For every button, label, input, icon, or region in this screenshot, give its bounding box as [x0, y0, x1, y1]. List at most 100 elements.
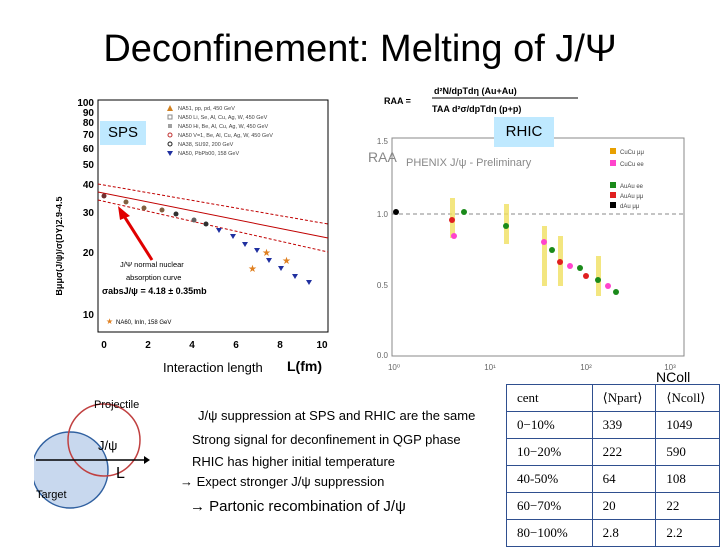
table-cell: 0−10%	[506, 411, 593, 439]
sps-y-axis-label: Bμμσ(J/ψ)/σ(DY)2.9-4.5	[56, 196, 64, 295]
sps-legend-entry: NA50, PbPb00, 158 GeV	[178, 151, 239, 157]
sps-x-tick: 4	[189, 340, 195, 351]
sps-legend-entry: NA50 Hi, Be, Al, Cu, Ag, W, 450 GeV	[178, 124, 269, 130]
table-cell: 40-50%	[506, 465, 593, 493]
sps-data-points: ★ ★ ★	[101, 193, 312, 285]
sps-annotation: J/Ψ normal nuclear	[120, 260, 184, 269]
sps-x-tick: 0	[101, 340, 107, 351]
table-header: ⟨Ncoll⟩	[655, 384, 720, 412]
table-header: ⟨Npart⟩	[591, 384, 657, 412]
rhic-y-tick: 1.0	[377, 210, 389, 219]
svg-text:★: ★	[248, 264, 257, 275]
svg-text:★: ★	[262, 248, 271, 259]
sps-red-arrow	[122, 215, 154, 261]
table-cell: 2.2	[655, 519, 720, 547]
table-cell: 80−100%	[506, 519, 593, 547]
table-row: 80−100% 2.8 2.2	[506, 519, 720, 547]
sps-x-tick: 10	[316, 340, 328, 351]
rhic-y-tick: 1.5	[377, 137, 389, 146]
sps-sigma: σabsJ/ψ = 4.18 ± 0.35mb	[102, 286, 207, 296]
table-cell: 339	[591, 411, 657, 439]
rhic-legend-entry: CuCu μμ	[620, 150, 644, 156]
sps-absorption-band	[97, 183, 329, 253]
rhic-y-ticks: 1.5 1.0 0.5 0.0	[377, 137, 389, 360]
sps-y-tick: 50	[83, 160, 95, 171]
sps-axes-frame	[97, 99, 329, 333]
rhic-legend-marker	[610, 148, 616, 154]
projectile-circle	[67, 403, 141, 477]
table-cell: 20	[591, 492, 657, 520]
rhic-x-ticks: 10⁰ 10¹ 10² 10³	[388, 363, 676, 372]
rhic-x-tick: 10²	[580, 363, 592, 372]
table-cell: 590	[655, 438, 720, 466]
sps-y-tick: 60	[83, 144, 95, 155]
bullet-deconfinement: Strong signal for deconfinement in QGP p…	[192, 432, 461, 447]
bullet-recombination: → Partonic recombination of J/ψ	[190, 498, 406, 515]
rhic-legend: CuCu μμ CuCu ee AuAu ee AuAu μμ dAu μμ	[610, 148, 644, 210]
sps-x-tick: 2	[145, 340, 151, 351]
length-label: L	[116, 465, 125, 482]
sps-label: SPS	[100, 121, 146, 145]
rhic-plot-title: PHENIX J/ψ - Preliminary	[406, 157, 532, 169]
rhic-x-label: NColl	[656, 369, 690, 385]
sps-y-tick: 10	[83, 310, 95, 321]
sps-y-tick: 70	[83, 130, 95, 141]
sps-y-tick: 40	[83, 180, 95, 191]
rhic-x-tick: 10¹	[484, 363, 496, 372]
sps-legend: NA51, pp, pd, 450 GeV NA50 Li, Se, Al, C…	[178, 106, 273, 157]
sps-y-tick: 100	[77, 98, 94, 109]
table-cell: 64	[591, 465, 657, 493]
table-header-row: cent ⟨Npart⟩ ⟨Ncoll⟩	[506, 384, 720, 412]
rhic-axis-label: RAA	[368, 149, 397, 165]
rhic-legend-entry: dAu μμ	[620, 204, 640, 210]
table-row: 10−20% 222 590	[506, 438, 720, 466]
sps-inin-label: NA60, InIn, 158 GeV	[116, 320, 171, 326]
svg-text:★: ★	[282, 256, 291, 267]
bullet-suppression: J/ψ suppression at SPS and RHIC are the …	[198, 408, 476, 423]
path-arrowhead	[144, 456, 150, 464]
slide-title: Deconfinement: Melting of J/Ψ	[103, 28, 617, 70]
bullet-temperature: RHIC has higher initial temperature	[192, 454, 396, 469]
particle-label: J/ψ	[98, 438, 117, 453]
sps-legend-entry: NA51, pp, pd, 450 GeV	[178, 106, 235, 112]
sps-x-ticks: 0 2 4 6 8 10	[101, 340, 328, 351]
sps-y-ticks: 100 90 80 70 60 50 40 30 20 10	[77, 98, 94, 321]
rhic-y-tick: 0.0	[377, 351, 389, 360]
target-label: Target	[36, 489, 67, 501]
projectile-label: Projectile	[94, 399, 139, 411]
table-row: 0−10% 339 1049	[506, 411, 720, 439]
sps-y-tick: 30	[83, 208, 95, 219]
rhic-legend-marker	[610, 160, 616, 166]
sps-legend-entry: NA38, SU92, 200 GeV	[178, 142, 234, 148]
rhic-x-tick: 10³	[664, 363, 676, 372]
target-circle	[34, 431, 109, 509]
sps-y-tick: 20	[83, 248, 95, 259]
x-axis-unit: L(fm)	[287, 358, 322, 374]
sps-legend-entry: NA50 V=1, Be, Al, Cu, Ag, W, 450 GeV	[178, 133, 273, 139]
sps-x-tick: 8	[277, 340, 283, 351]
rhic-x-tick: 10⁰	[388, 363, 400, 372]
rhic-legend-entry: CuCu ee	[620, 162, 644, 168]
sps-legend-entry: NA50 Li, Se, Al, Cu, Ag, W, 450 GeV	[178, 115, 268, 121]
bullet-expect: → Expect stronger J/ψ suppression	[180, 474, 385, 489]
table-cell: 2.8	[591, 519, 657, 547]
table-row: 40-50% 64 108	[506, 465, 720, 493]
sps-y-tick: 80	[83, 118, 95, 129]
sps-legend-markers	[167, 105, 173, 156]
x-axis-label: Interaction length	[163, 360, 263, 375]
table-cell: 108	[655, 465, 720, 493]
rhic-legend-marker	[610, 192, 616, 198]
rhic-legend-marker	[610, 182, 616, 188]
table-row: 60−70% 20 22	[506, 492, 720, 520]
sps-y-tick: 90	[83, 108, 95, 119]
rhic-legend-entry: AuAu ee	[620, 184, 644, 190]
sps-annotation: absorption curve	[126, 273, 181, 282]
table-cell: 10−20%	[506, 438, 593, 466]
collision-diagram: Projectile J/ψ L Target	[34, 399, 150, 509]
rhic-data-points	[393, 198, 619, 296]
table-cell: 22	[655, 492, 720, 520]
sps-red-arrowhead	[118, 206, 130, 220]
sps-x-tick: 6	[233, 340, 239, 351]
rhic-legend-entry: AuAu μμ	[620, 194, 644, 200]
rhic-legend-marker	[610, 202, 616, 208]
